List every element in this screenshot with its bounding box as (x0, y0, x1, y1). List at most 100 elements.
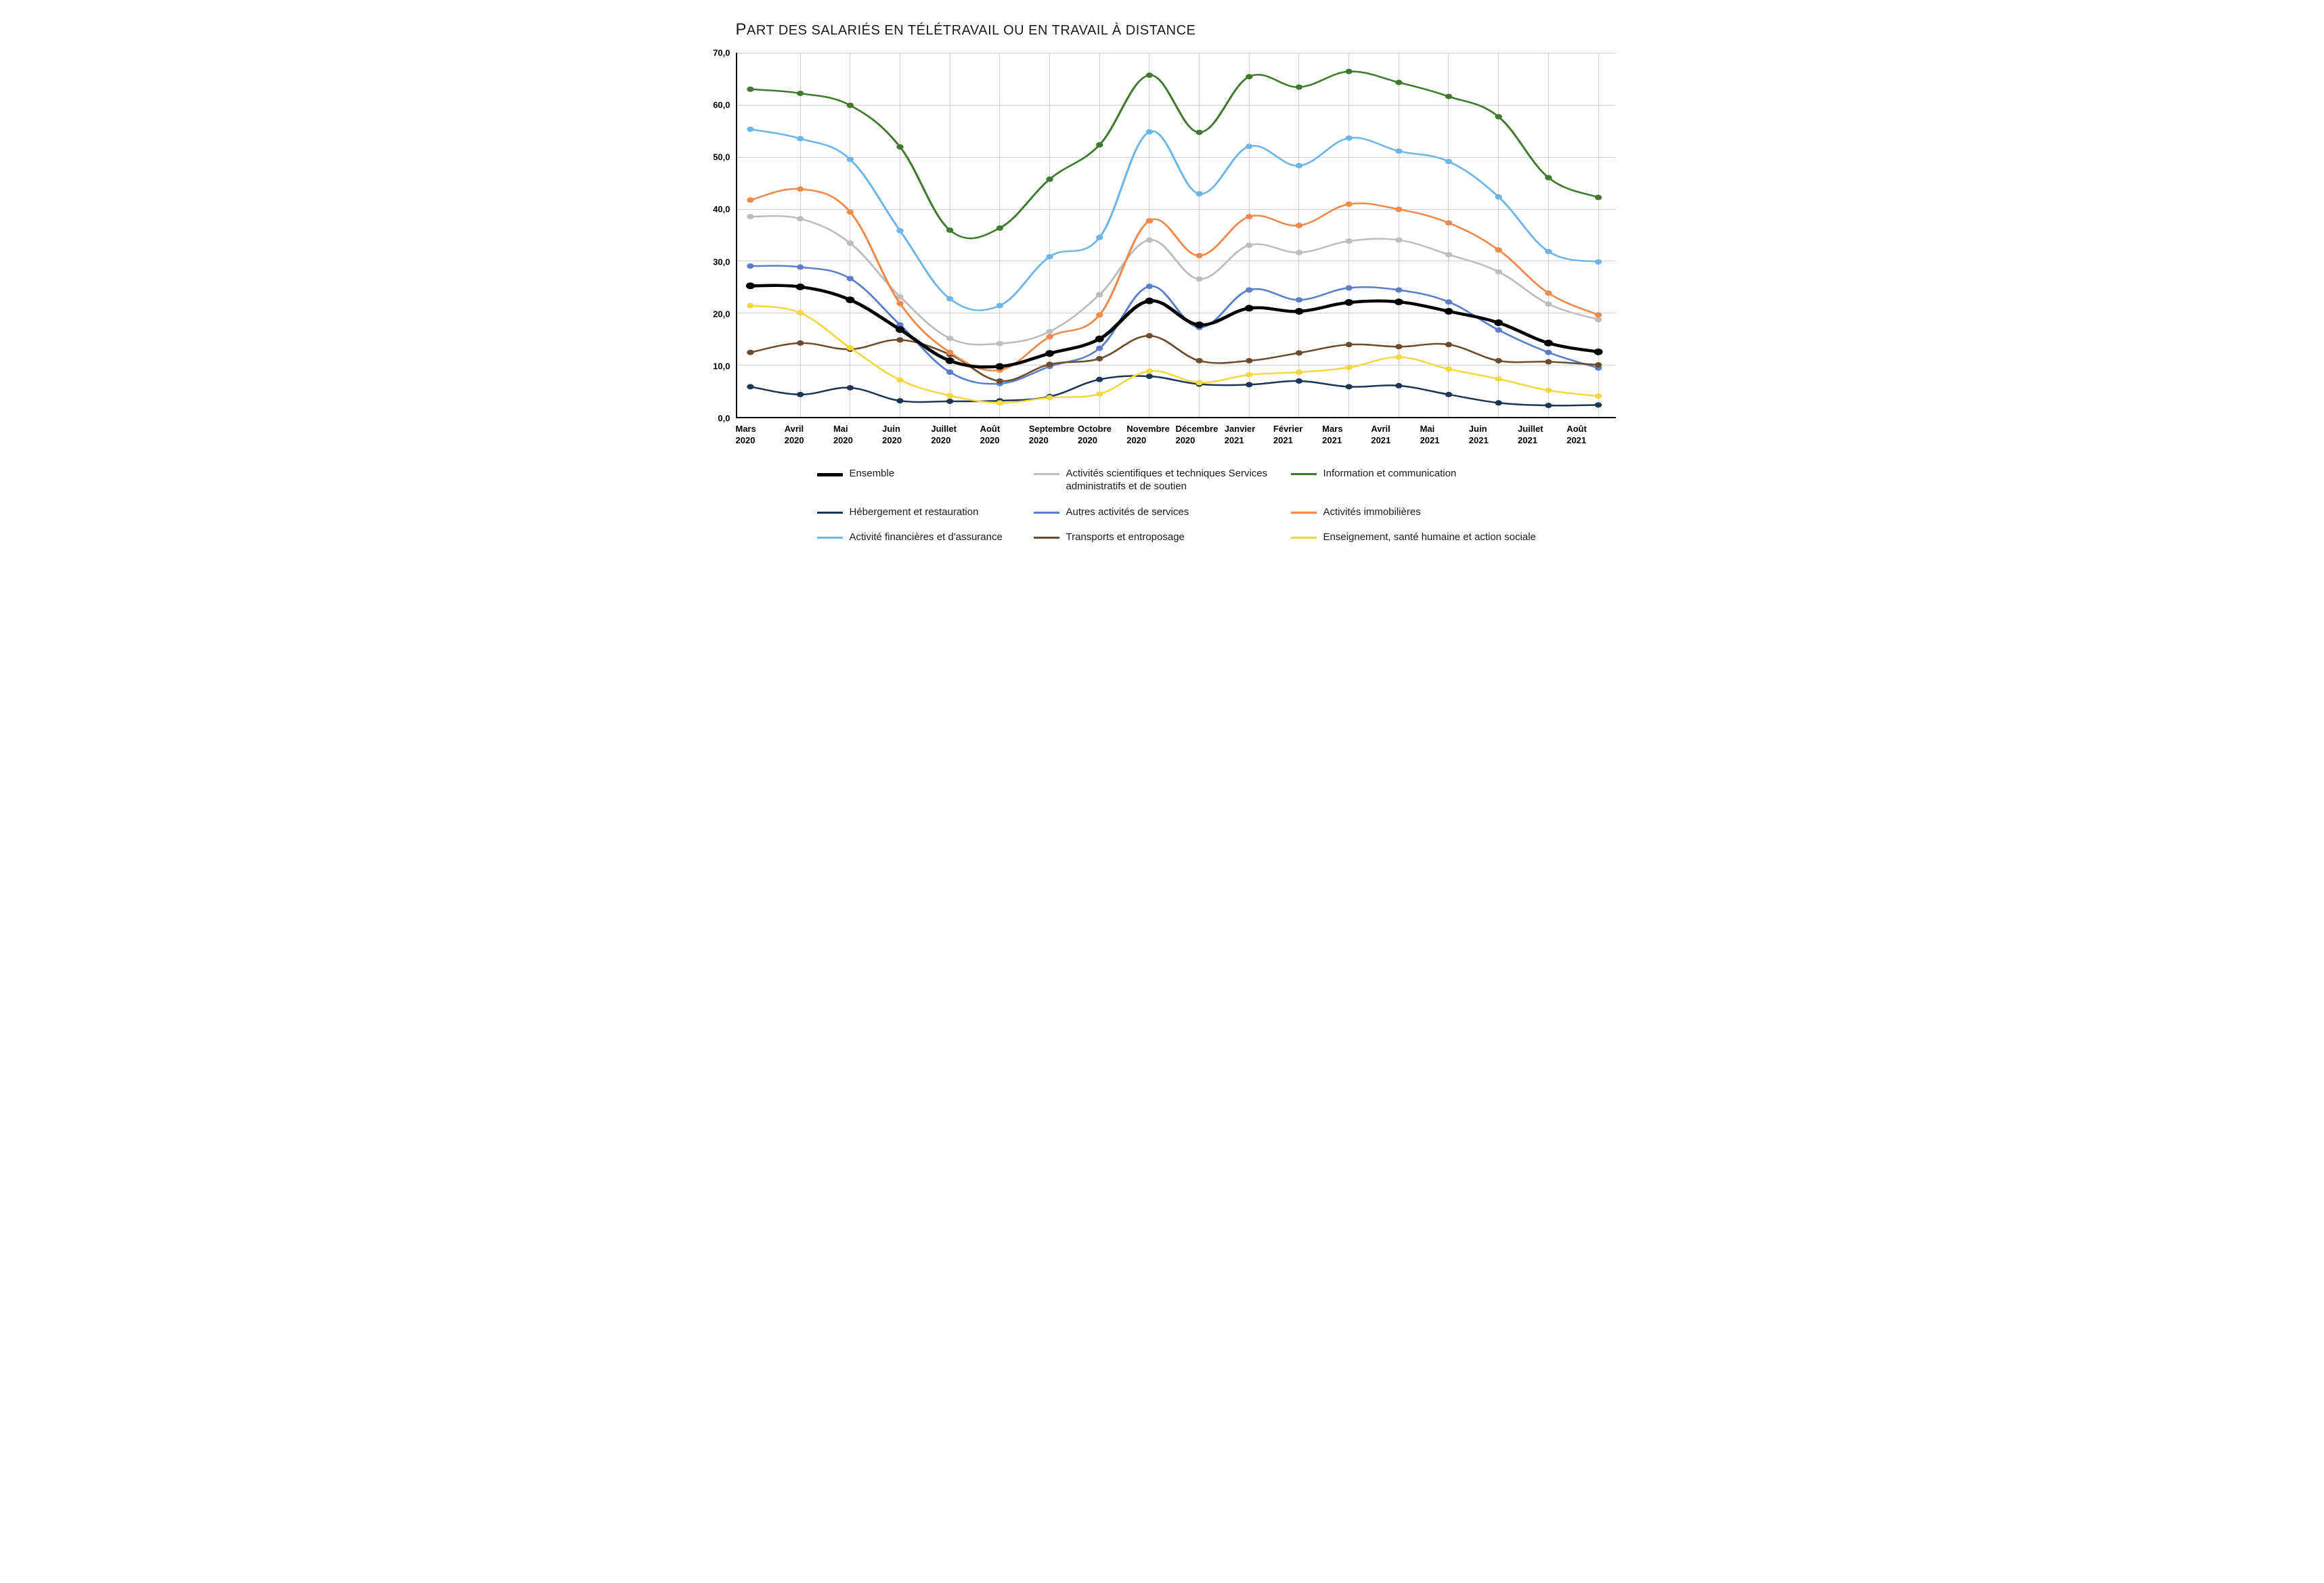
series-marker-autres (1395, 287, 1402, 292)
series-marker-hebergement (946, 399, 953, 404)
y-tick: 60,0 (713, 100, 730, 110)
x-axis: Mars2020Avril2020Mai2020Juin2020Juillet2… (736, 424, 1616, 447)
x-tick: Mars2021 (1322, 424, 1371, 447)
series-marker-hebergement (1545, 403, 1552, 408)
series-marker-scientifiques (1196, 276, 1202, 282)
x-tick: Mai2021 (1420, 424, 1469, 447)
series-line-hebergement (750, 376, 1598, 405)
series-marker-enseignement (1046, 395, 1053, 401)
series-marker-autres (846, 276, 853, 282)
series-marker-information (1046, 177, 1053, 182)
legend-swatch (1291, 473, 1317, 475)
series-marker-information (1345, 69, 1352, 74)
series-marker-information (796, 91, 803, 96)
x-tick: Juin2020 (882, 424, 931, 447)
series-marker-immobilieres (1495, 247, 1501, 252)
series-marker-autres (796, 265, 803, 270)
x-tick: Novembre2020 (1126, 424, 1175, 447)
series-marker-enseignement (1545, 388, 1552, 393)
series-marker-enseignement (1445, 366, 1451, 372)
series-marker-enseignement (1345, 365, 1352, 370)
series-marker-immobilieres (747, 198, 753, 203)
series-marker-hebergement (1096, 377, 1103, 382)
series-marker-transports (1545, 359, 1552, 365)
y-axis: 0,010,020,030,040,050,060,070,0 (709, 53, 736, 418)
plot-area: 0,010,020,030,040,050,060,070,0 (709, 53, 1616, 418)
series-marker-information (896, 144, 903, 150)
legend-item-immobilieres: Activités immobilières (1291, 506, 1541, 519)
y-tick: 50,0 (713, 152, 730, 162)
series-marker-enseignement (1196, 380, 1202, 385)
series-marker-immobilieres (1445, 220, 1451, 225)
x-tick: Août2021 (1566, 424, 1615, 447)
title-first-cap: P (736, 20, 747, 39)
series-marker-autres (946, 370, 953, 375)
series-marker-ensemble (1145, 298, 1154, 305)
series-marker-finance (1345, 135, 1352, 141)
series-marker-hebergement (1246, 382, 1252, 387)
series-marker-enseignement (1594, 393, 1601, 399)
series-marker-enseignement (846, 345, 853, 351)
legend-swatch (817, 537, 843, 539)
chart-container: PART DES SALARIÉS EN TÉLÉTRAVAIL OU EN T… (709, 20, 1616, 544)
series-marker-ensemble (1294, 308, 1303, 315)
series-marker-ensemble (1494, 319, 1503, 326)
series-marker-ensemble (995, 363, 1004, 370)
series-marker-finance (747, 127, 753, 132)
series-marker-information (946, 227, 953, 233)
x-tick: Juillet2021 (1518, 424, 1566, 447)
series-marker-information (747, 87, 753, 92)
series-marker-immobilieres (1145, 218, 1152, 223)
series-marker-ensemble (1543, 340, 1552, 347)
series-marker-finance (1196, 191, 1202, 196)
series-marker-finance (846, 157, 853, 162)
series-marker-autres (747, 263, 753, 269)
series-marker-finance (1046, 254, 1053, 259)
series-marker-immobilieres (1246, 214, 1252, 219)
legend-label: Information et communication (1323, 467, 1457, 481)
series-marker-enseignement (896, 377, 903, 382)
series-marker-ensemble (1195, 321, 1204, 328)
series-marker-hebergement (1345, 384, 1352, 389)
series-marker-autres (1545, 350, 1552, 355)
series-marker-transports (1445, 342, 1451, 347)
series-marker-ensemble (1095, 336, 1103, 342)
series-marker-ensemble (795, 284, 804, 290)
series-marker-information (1445, 94, 1451, 99)
series-marker-scientifiques (1445, 252, 1451, 257)
series-line-ensemble (750, 286, 1598, 367)
x-tick: Juillet2020 (931, 424, 980, 447)
series-marker-enseignement (747, 303, 753, 309)
series-marker-ensemble (1444, 308, 1453, 315)
x-tick: Janvier2021 (1225, 424, 1273, 447)
series-line-finance (750, 129, 1598, 311)
x-tick: Septembre2020 (1029, 424, 1078, 447)
legend-item-information: Information et communication (1291, 467, 1541, 493)
series-marker-finance (996, 303, 1003, 309)
chart-lines (737, 53, 1616, 417)
legend-label: Activité financières et d'assurance (850, 531, 1003, 544)
series-marker-ensemble (745, 282, 754, 289)
series-marker-information (1145, 72, 1152, 78)
series-marker-information (996, 225, 1003, 231)
legend-label: Enseignement, santé humaine et action so… (1323, 531, 1536, 544)
title-rest: ART DES SALARIÉS EN TÉLÉTRAVAIL OU EN TR… (747, 23, 1196, 38)
series-marker-ensemble (1594, 349, 1602, 355)
series-marker-finance (796, 136, 803, 141)
series-marker-finance (1545, 249, 1552, 254)
series-marker-immobilieres (1345, 202, 1352, 207)
series-marker-scientifiques (996, 341, 1003, 347)
series-marker-scientifiques (1295, 250, 1302, 255)
series-marker-immobilieres (946, 350, 953, 355)
x-tick: Juin2021 (1469, 424, 1518, 447)
series-marker-enseignement (1096, 391, 1103, 397)
series-line-information (750, 72, 1598, 239)
series-marker-enseignement (1295, 370, 1302, 375)
legend-item-transports: Transports et entroposage (1034, 531, 1284, 544)
series-marker-hebergement (1145, 374, 1152, 379)
series-marker-finance (946, 296, 953, 302)
x-tick: Avril2020 (785, 424, 833, 447)
x-tick: Octobre2020 (1078, 424, 1126, 447)
series-marker-hebergement (796, 392, 803, 397)
legend-label: Hébergement et restauration (850, 506, 979, 519)
